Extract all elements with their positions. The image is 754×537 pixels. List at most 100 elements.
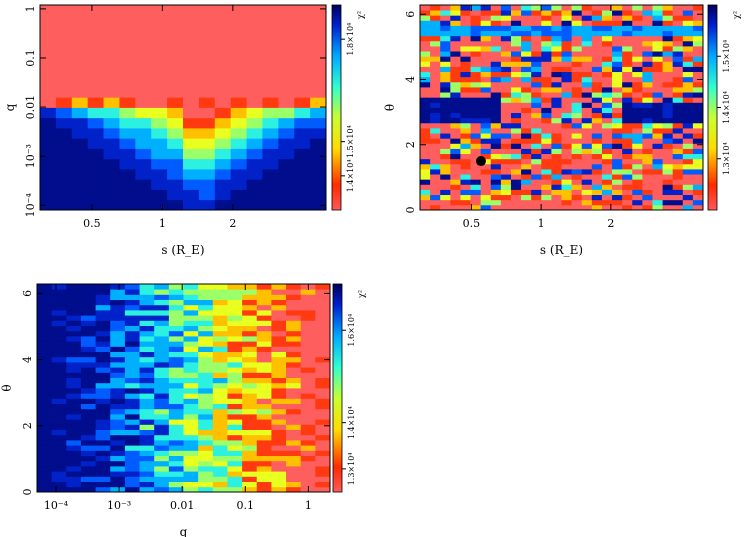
heatmap-cell [199, 128, 215, 139]
heatmap-cell [663, 20, 674, 26]
heatmap-cell [310, 159, 326, 170]
heatmap-cell [301, 383, 316, 389]
heatmap-cell [450, 26, 461, 32]
heatmap-cell [96, 326, 111, 332]
heatmap-cell [154, 289, 169, 295]
heatmap-cell [215, 77, 231, 88]
heatmap-cell [278, 26, 294, 37]
heatmap-cell [66, 450, 81, 456]
heatmap-cell [652, 92, 663, 98]
heatmap-cell [81, 404, 96, 410]
heatmap-cell [683, 200, 694, 206]
heatmap-cell [169, 362, 184, 368]
heatmap-cell [262, 36, 278, 47]
heatmap-cell [693, 102, 704, 108]
heatmap-cell [125, 352, 140, 358]
heatmap-cell [169, 388, 184, 394]
heatmap-cell [652, 77, 663, 83]
heatmap-cell [213, 341, 228, 347]
heatmap-cell [37, 393, 52, 399]
heatmap-cell [430, 15, 441, 21]
heatmap-cell [198, 326, 213, 332]
heatmap-cell [37, 471, 52, 477]
heatmap-cell [125, 346, 140, 352]
heatmap-cell [541, 15, 552, 21]
heatmap-cell [562, 36, 573, 42]
heatmap-cell [271, 430, 286, 436]
heatmap-cell [612, 15, 623, 21]
heatmap-cell [612, 108, 623, 114]
heatmap-cell [262, 159, 278, 170]
heatmap-cell [184, 482, 199, 488]
heatmap-cell [531, 179, 542, 185]
heatmap-cell [551, 195, 562, 201]
heatmap-cell [440, 169, 451, 175]
heatmap-cell [541, 31, 552, 37]
heatmap-cell [72, 15, 88, 26]
heatmap-cell [135, 159, 151, 170]
heatmap-cell [511, 149, 522, 155]
heatmap-cell [663, 82, 674, 88]
heatmap-cell [491, 118, 502, 124]
heatmap-cell [52, 372, 67, 378]
heatmap-cell [541, 5, 552, 11]
heatmap-cell [278, 67, 294, 78]
heatmap-cell [257, 300, 272, 306]
heatmap-cell [257, 409, 272, 415]
heatmap-cell [257, 315, 272, 321]
heatmap-cell [184, 315, 199, 321]
heatmap-cell [420, 164, 431, 170]
heatmap-cell [440, 128, 451, 134]
heatmap-cell [184, 284, 199, 290]
heatmap-cell [40, 128, 56, 139]
heatmap-cell [135, 26, 151, 37]
heatmap-cell [440, 190, 451, 196]
heatmap-cell [52, 393, 67, 399]
heatmap-cell [167, 159, 183, 170]
heatmap-cell [592, 67, 603, 73]
heatmap-cell [420, 5, 431, 11]
heatmap-cell [592, 154, 603, 160]
heatmap-cell [612, 133, 623, 139]
heatmap-cell [52, 482, 67, 488]
heatmap-cell [96, 352, 111, 358]
heatmap-cell [301, 388, 316, 394]
heatmap-cell [430, 190, 441, 196]
heatmap-cell [652, 10, 663, 16]
heatmap-cell [440, 15, 451, 21]
heatmap-cell [572, 113, 583, 119]
heatmap-cell [501, 143, 512, 149]
heatmap-cell [642, 31, 653, 37]
heatmap-cell [140, 315, 155, 321]
heatmap-cell [81, 294, 96, 300]
heatmap-cell [460, 92, 471, 98]
heatmap-cell [551, 20, 562, 26]
heatmap-cell [257, 284, 272, 290]
heatmap-cell [491, 77, 502, 83]
heatmap-cell [37, 398, 52, 404]
heatmap-cells [40, 5, 326, 210]
y-tick-label: 6 [404, 11, 417, 18]
heatmap-cell [315, 435, 330, 441]
heatmap-cell [471, 128, 482, 134]
heatmap-cell [231, 169, 247, 180]
heatmap-cell [140, 300, 155, 306]
heatmap-cell [96, 289, 111, 295]
heatmap-cell [481, 108, 492, 114]
heatmap-cell [501, 179, 512, 185]
heatmap-cell [286, 430, 301, 436]
heatmap-cell [652, 20, 663, 26]
heatmap-cell [257, 357, 272, 363]
heatmap-cell [693, 67, 704, 73]
heatmap-cell [673, 154, 684, 160]
heatmap-cell [551, 56, 562, 62]
heatmap-cell [278, 149, 294, 160]
heatmap-cell [471, 61, 482, 67]
heatmap-cell [140, 482, 155, 488]
heatmap-cell [642, 179, 653, 185]
heatmap-cell [315, 430, 330, 436]
heatmap-cell [481, 15, 492, 21]
heatmap-cell [562, 118, 573, 124]
heatmap-cell [491, 138, 502, 144]
